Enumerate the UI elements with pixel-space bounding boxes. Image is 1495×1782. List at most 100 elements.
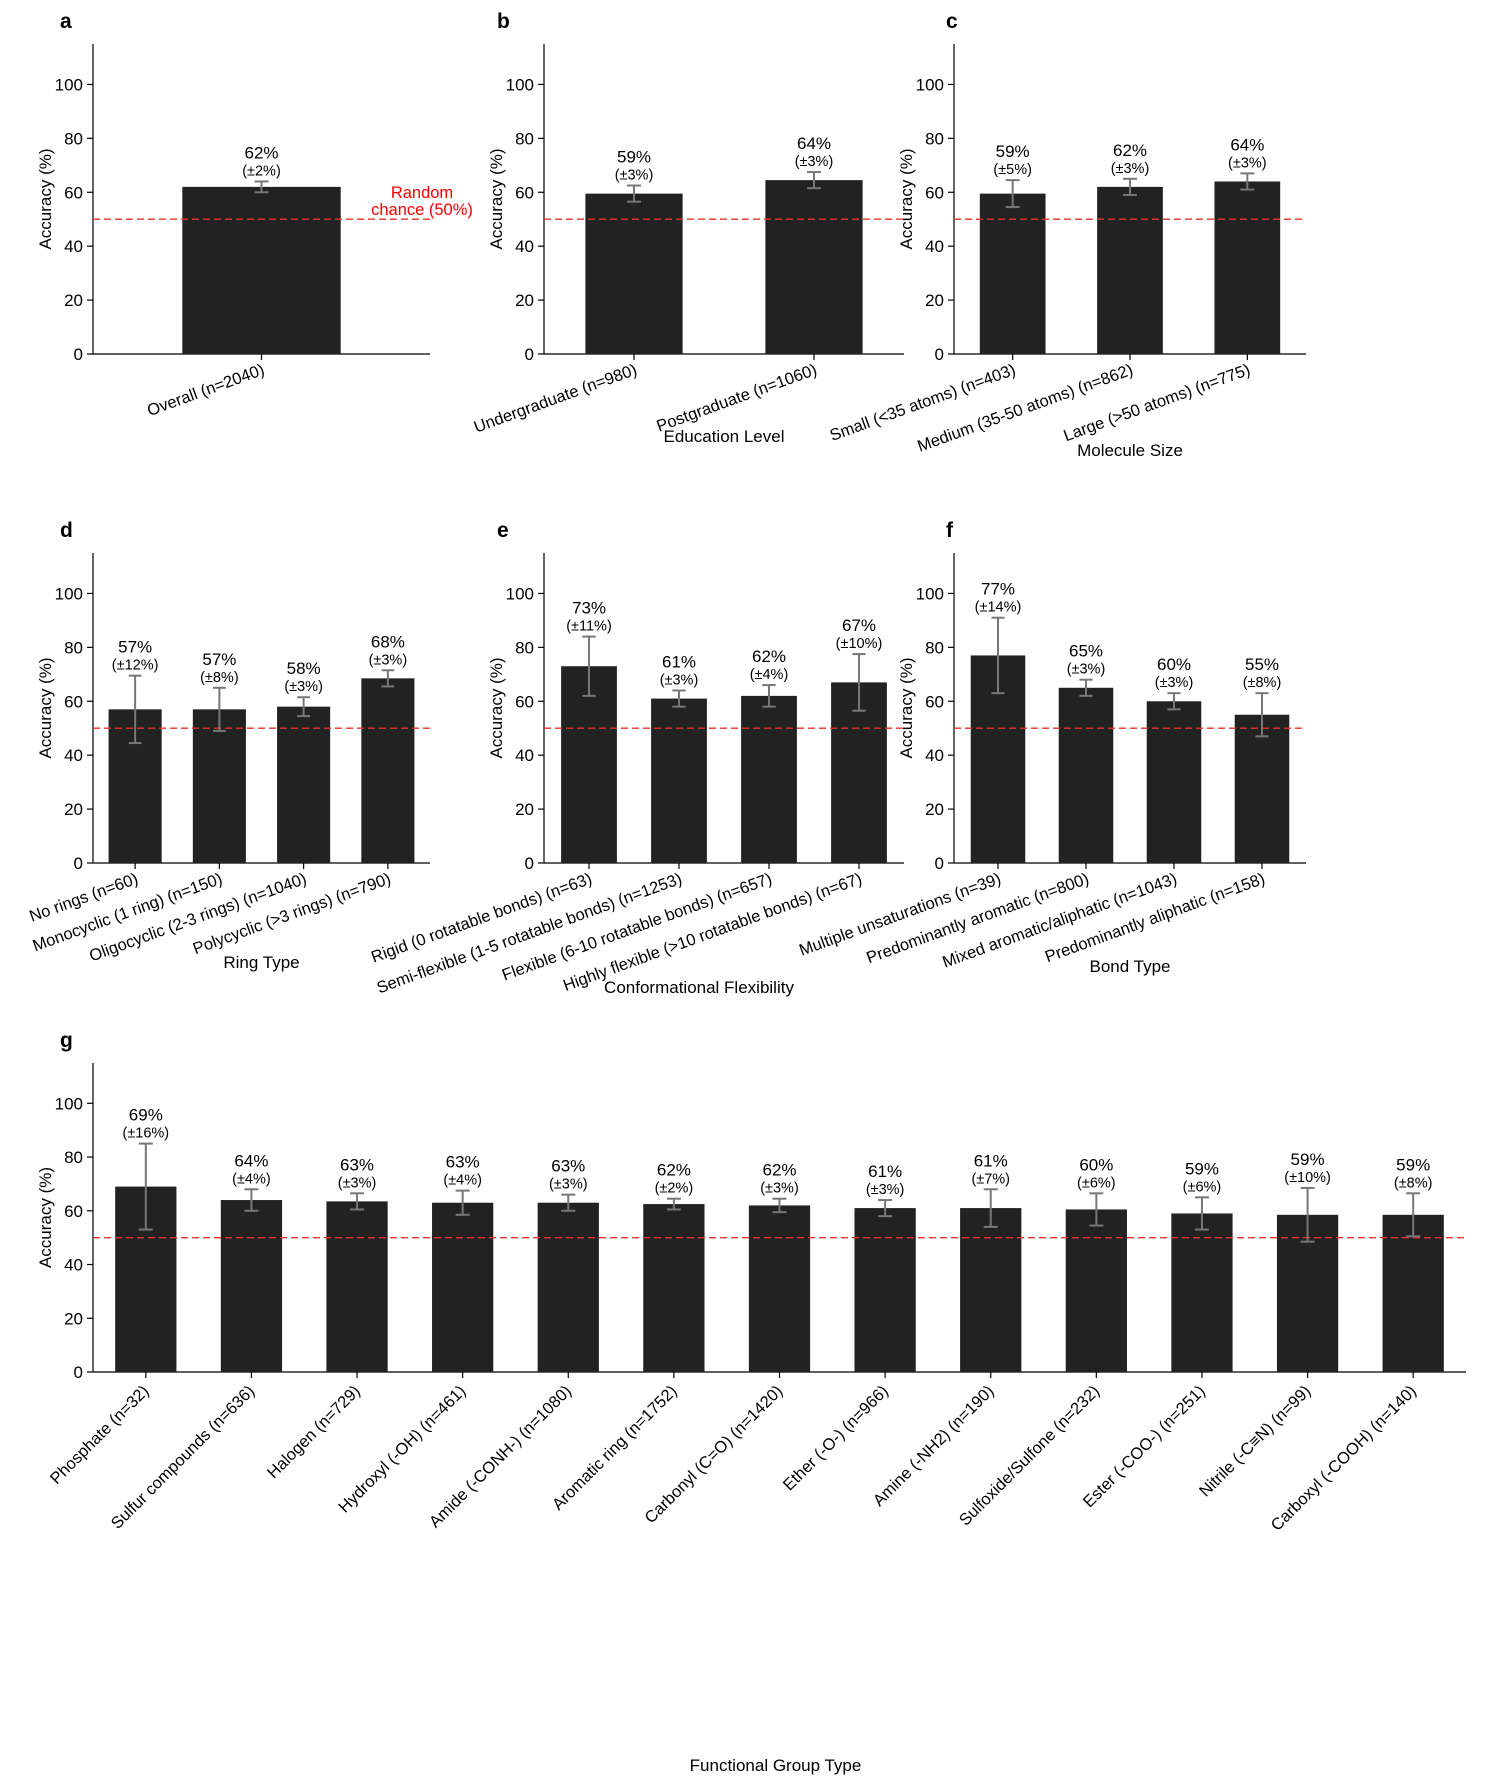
ci-label: (±5%) [993,162,1032,178]
value-label: 60% [1157,655,1191,674]
category-label: Postgraduate (n=1060) [654,361,819,436]
ci-label: (±8%) [200,670,239,686]
y-tick-label: 40 [515,237,534,256]
y-axis-label: Accuracy (%) [897,657,916,758]
y-tick-label: 40 [925,746,944,765]
bar [748,1205,811,1372]
ci-label: (±3%) [760,1181,799,1197]
y-axis-label: Accuracy (%) [897,148,916,249]
ci-label: (±3%) [1155,675,1194,691]
bar [960,1208,1022,1372]
panel-letter-f: f [946,519,954,542]
y-tick-label: 80 [64,638,83,657]
bar [643,1204,705,1372]
ci-label: (±3%) [795,154,834,170]
ci-label: (±2%) [655,1181,694,1197]
x-axis-label: Conformational Flexibility [604,978,794,997]
ci-label: (±11%) [566,619,612,635]
y-tick-label: 0 [74,345,83,364]
chance-label-line1: Random [391,184,453,202]
value-label: 62% [657,1161,691,1180]
chance-label-line2: chance (50%) [371,201,473,219]
ci-label: (±2%) [242,163,281,179]
bar [831,682,887,863]
ci-label: (±14%) [975,600,1022,616]
y-tick-label: 80 [64,129,83,148]
value-label: 59% [1185,1159,1219,1178]
y-tick-label: 80 [64,1148,83,1167]
y-tick-label: 20 [515,291,534,310]
value-label: 69% [129,1106,163,1125]
bar [1171,1213,1233,1372]
ci-label: (±3%) [615,168,654,184]
y-axis-label: Accuracy (%) [36,148,55,249]
y-tick-label: 40 [925,237,944,256]
y-axis-label: Accuracy (%) [487,657,506,758]
value-label: 63% [551,1157,585,1176]
ci-label: (±3%) [1067,662,1106,678]
value-label: 64% [234,1151,268,1170]
y-tick-label: 60 [925,183,944,202]
bar [1058,687,1114,863]
ci-label: (±4%) [232,1171,271,1187]
category-label: Nitrile (-C≡N) (n=99) [1196,1382,1314,1500]
value-label: 67% [842,616,876,635]
y-tick-label: 40 [64,746,83,765]
y-tick-label: 20 [64,1309,83,1328]
value-label: 73% [572,599,606,618]
value-label: 61% [868,1162,902,1181]
ci-label: (±3%) [1228,155,1267,171]
y-axis-label: Accuracy (%) [36,657,55,758]
category-label: Large (>50 atoms) (n=775) [1061,361,1252,445]
value-label: 55% [1245,655,1279,674]
y-tick-label: 60 [64,183,83,202]
panel-letter-g: g [60,1029,73,1052]
value-label: 62% [752,647,786,666]
category-label: Amine (-NH2) (n=190) [870,1382,998,1510]
ci-label: (±3%) [866,1182,905,1198]
y-tick-label: 60 [515,692,534,711]
bar [741,695,797,863]
ci-label: (±16%) [122,1126,169,1142]
y-tick-label: 20 [515,800,534,819]
ci-label: (±6%) [1077,1175,1116,1191]
y-tick-label: 20 [64,800,83,819]
y-axis-label: Accuracy (%) [487,148,506,249]
ci-label: (±6%) [1183,1179,1222,1195]
y-tick-label: 20 [925,800,944,819]
value-label: 64% [797,134,831,153]
bar [220,1200,283,1372]
category-label: Ether (-O-) (n=966) [780,1382,892,1494]
value-label: 61% [662,652,696,671]
bar [979,193,1046,354]
value-label: 58% [287,659,321,678]
panel-letter-c: c [946,10,958,33]
y-tick-label: 40 [515,746,534,765]
y-tick-label: 100 [506,75,534,94]
ci-label: (±3%) [1111,161,1150,177]
y-tick-label: 60 [515,183,534,202]
y-tick-label: 100 [55,75,83,94]
value-label: 61% [974,1151,1008,1170]
category-label: Small (<35 atoms) (n=403) [827,361,1018,445]
bar [432,1202,494,1372]
ci-label: (±3%) [369,652,408,668]
ci-label: (±4%) [443,1173,482,1189]
ci-label: (±10%) [836,636,883,652]
x-axis-label: Molecule Size [1077,441,1183,460]
value-label: 60% [1079,1155,1113,1174]
bar [854,1208,916,1372]
category-label: Overall (n=2040) [145,361,267,420]
ci-label: (±10%) [1284,1170,1331,1186]
category-label: Ester (-COO-) (n=251) [1080,1382,1209,1511]
y-tick-label: 80 [925,638,944,657]
value-label: 57% [118,638,152,657]
ci-label: (±7%) [971,1171,1010,1187]
y-tick-label: 60 [64,1202,83,1221]
bar [1234,714,1290,863]
bar [192,709,246,863]
y-tick-label: 100 [55,1094,83,1113]
